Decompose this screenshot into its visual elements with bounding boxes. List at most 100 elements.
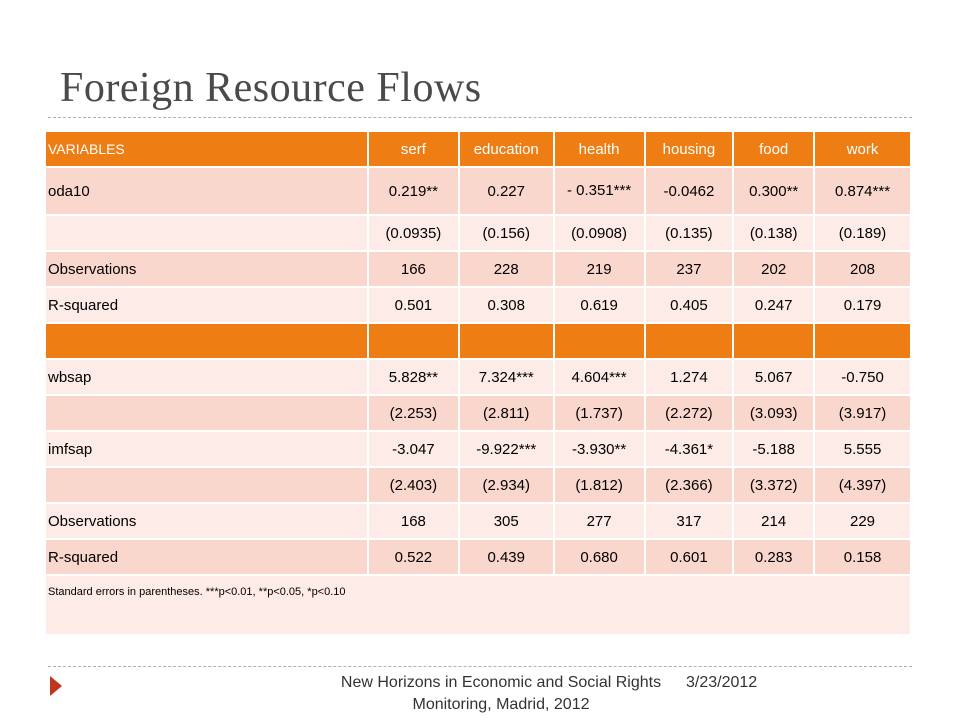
table-cell: 5.555 — [813, 430, 912, 468]
table-row: Observations 168 305 277 317 214 229 — [44, 502, 912, 540]
regression-table: VARIABLES serf education health housing … — [44, 130, 912, 636]
table-cell: -9.922*** — [457, 430, 555, 468]
table-cell: -5.188 — [732, 430, 816, 468]
table-row: Observations 166 228 219 237 202 208 — [44, 250, 912, 288]
top-divider — [48, 117, 912, 118]
table-cell — [44, 466, 369, 504]
table-cell: Observations — [44, 250, 369, 288]
header-cell: work — [813, 130, 912, 168]
table-notes-row: Standard errors in parentheses. ***p<0.0… — [44, 574, 912, 636]
table-row: oda10 0.219** 0.227 - 0.351*** -0.0462 0… — [44, 166, 912, 216]
table-cell: 208 — [813, 250, 912, 288]
footer-date: 3/23/2012 — [686, 674, 758, 691]
table-cell: (1.812) — [552, 466, 646, 504]
table-cell: (3.093) — [732, 394, 816, 432]
table-cell: -4.361* — [643, 430, 735, 468]
table-separator-row — [44, 322, 912, 360]
table-row: (2.253) (2.811) (1.737) (2.272) (3.093) … — [44, 394, 912, 432]
table-cell: (2.811) — [457, 394, 555, 432]
table-cell: 0.874*** — [813, 166, 912, 216]
table-cell: 168 — [366, 502, 460, 540]
table-cell — [732, 322, 816, 360]
table-cell: (2.253) — [366, 394, 460, 432]
table-cell: (0.0935) — [366, 214, 460, 252]
table-cell: -0.0462 — [643, 166, 735, 216]
table-cell: 0.405 — [643, 286, 735, 324]
table-cell: wbsap — [44, 358, 369, 396]
footer-text: New Horizons in Economic and Social Righ… — [340, 674, 662, 713]
bottom-divider — [48, 666, 912, 667]
table-cell — [44, 214, 369, 252]
table-cell: (0.0908) — [552, 214, 646, 252]
table-cell: R-squared — [44, 538, 369, 576]
table-cell: 0.619 — [552, 286, 646, 324]
table-row: (2.403) (2.934) (1.812) (2.366) (3.372) … — [44, 466, 912, 504]
table-cell: 229 — [813, 502, 912, 540]
table-cell: 317 — [643, 502, 735, 540]
table-cell: 0.680 — [552, 538, 646, 576]
table-cell: 0.300** — [732, 166, 816, 216]
table-cell: (2.272) — [643, 394, 735, 432]
table-cell: 5.067 — [732, 358, 816, 396]
table-cell: 228 — [457, 250, 555, 288]
table-cell: (3.372) — [732, 466, 816, 504]
table-row: R-squared 0.522 0.439 0.680 0.601 0.283 … — [44, 538, 912, 576]
table-cell: -0.750 — [813, 358, 912, 396]
table-cell: (3.917) — [813, 394, 912, 432]
table-cell: (2.403) — [366, 466, 460, 504]
table-cell: - 0.351*** — [552, 166, 646, 216]
table-cell: 166 — [366, 250, 460, 288]
triangle-arrow-icon — [50, 676, 62, 696]
header-cell: housing — [643, 130, 735, 168]
table-cell: 0.283 — [732, 538, 816, 576]
table-cell: 202 — [732, 250, 816, 288]
table-cell: (1.737) — [552, 394, 646, 432]
table-cell: 0.219** — [366, 166, 460, 216]
table-cell: (0.135) — [643, 214, 735, 252]
header-cell: serf — [366, 130, 460, 168]
table-cell: (4.397) — [813, 466, 912, 504]
table-cell: 237 — [643, 250, 735, 288]
table-cell: (2.366) — [643, 466, 735, 504]
table-row: (0.0935) (0.156) (0.0908) (0.135) (0.138… — [44, 214, 912, 252]
table-cell: 214 — [732, 502, 816, 540]
table-cell: -3.930** — [552, 430, 646, 468]
table-cell: 277 — [552, 502, 646, 540]
table-row: imfsap -3.047 -9.922*** -3.930** -4.361*… — [44, 430, 912, 468]
table-cell — [457, 322, 555, 360]
table-cell — [643, 322, 735, 360]
table-cell: 1.274 — [643, 358, 735, 396]
header-cell: VARIABLES — [44, 130, 369, 168]
table-cell — [813, 322, 912, 360]
header-cell: health — [552, 130, 646, 168]
table-cell: 0.158 — [813, 538, 912, 576]
table-cell: 0.247 — [732, 286, 816, 324]
table-cell: 0.227 — [457, 166, 555, 216]
table-cell: oda10 — [44, 166, 369, 216]
table-cell: 4.604*** — [552, 358, 646, 396]
table-cell — [366, 322, 460, 360]
table-row: R-squared 0.501 0.308 0.619 0.405 0.247 … — [44, 286, 912, 324]
table-cell: (0.156) — [457, 214, 555, 252]
table-note: Standard errors in parentheses. ***p<0.0… — [44, 574, 912, 636]
table-cell — [44, 394, 369, 432]
table-cell: -3.047 — [366, 430, 460, 468]
slide-title: Foreign Resource Flows — [60, 65, 482, 111]
table-header-row: VARIABLES serf education health housing … — [44, 130, 912, 168]
table-cell: Observations — [44, 502, 369, 540]
table-cell: (0.189) — [813, 214, 912, 252]
table-cell: 305 — [457, 502, 555, 540]
table-cell: 0.501 — [366, 286, 460, 324]
table-cell: 0.308 — [457, 286, 555, 324]
table-cell: 0.179 — [813, 286, 912, 324]
header-cell: food — [732, 130, 816, 168]
table-cell — [552, 322, 646, 360]
table-cell: 0.522 — [366, 538, 460, 576]
table-cell: 0.601 — [643, 538, 735, 576]
table-cell: 7.324*** — [457, 358, 555, 396]
table-cell: R-squared — [44, 286, 369, 324]
table-row: wbsap 5.828** 7.324*** 4.604*** 1.274 5.… — [44, 358, 912, 396]
table-cell: 5.828** — [366, 358, 460, 396]
table-cell: (2.934) — [457, 466, 555, 504]
table-cell — [44, 322, 369, 360]
